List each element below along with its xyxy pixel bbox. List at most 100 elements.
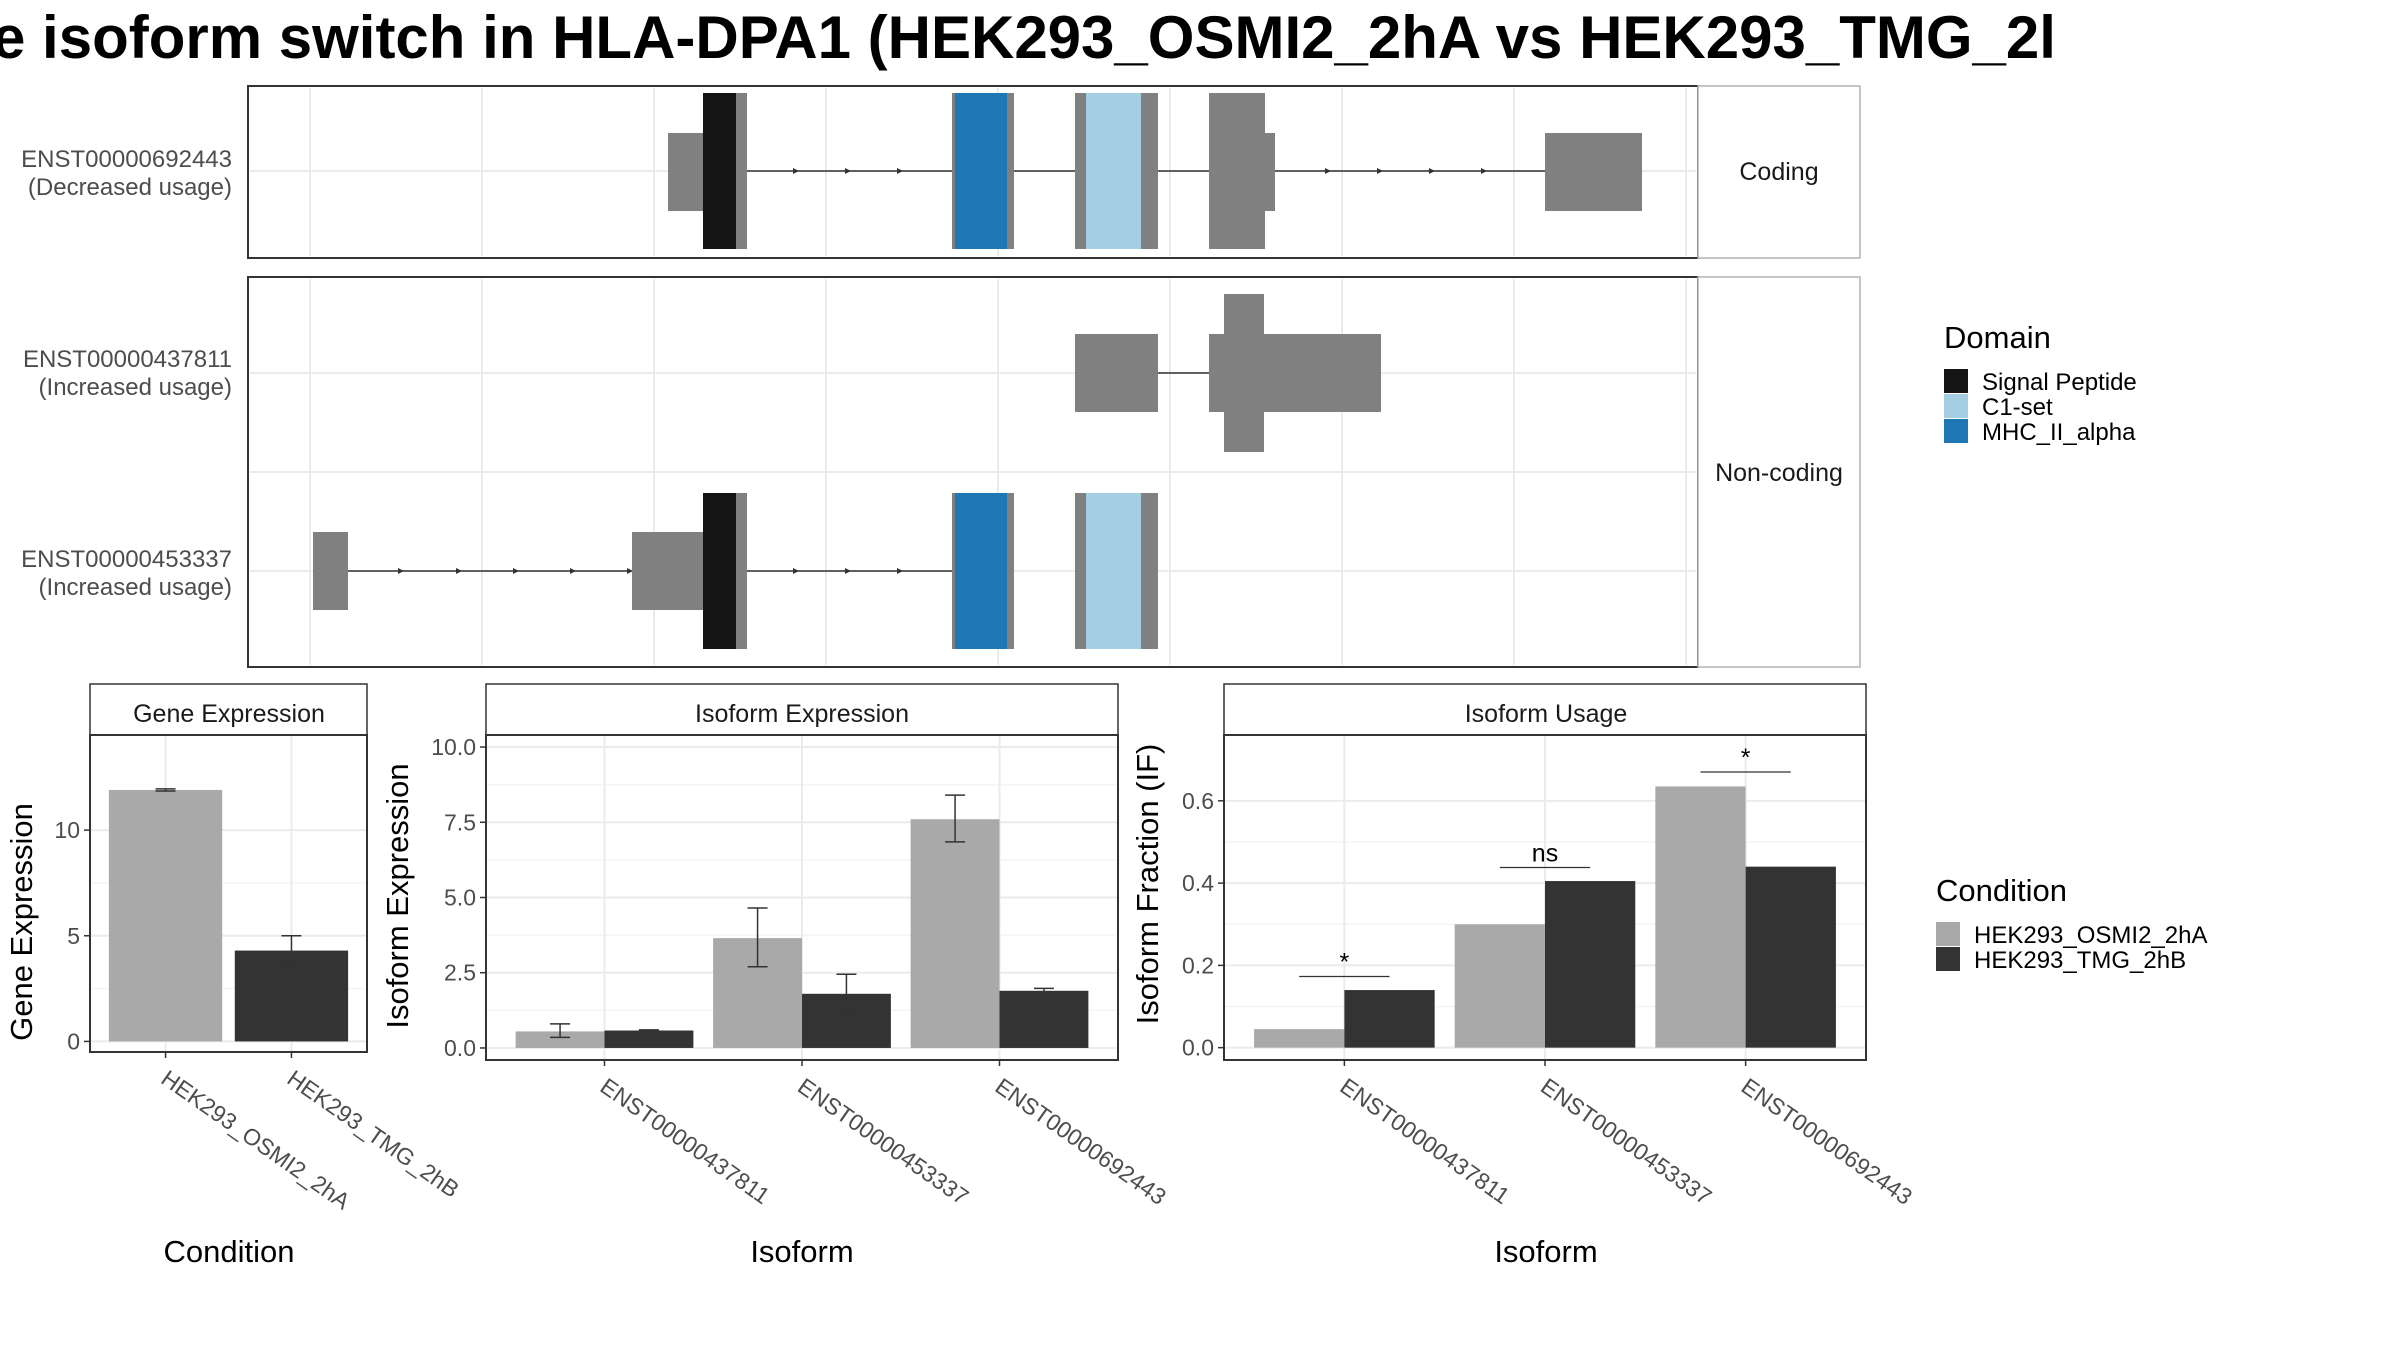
legend-label-tmg: HEK293_TMG_2hB: [1974, 947, 2186, 974]
isoform-expression-bar-0-0: [515, 1031, 605, 1048]
isoform-usage-sig-label-1: ns: [1532, 839, 1558, 867]
coding-strip-label: Coding: [1739, 158, 1818, 186]
isoform-usage-ytick-label-3: 0.6: [1182, 788, 1214, 814]
intron-arrow-453337-7: [897, 568, 903, 574]
intron-arrow-692443-5: [1429, 168, 1435, 174]
isoform-expression-y-title: Isoform Expression: [380, 763, 415, 1028]
isoform-usage-ytick-label-2: 0.4: [1182, 870, 1214, 896]
isoform-expression-strip: [485, 683, 1119, 736]
isoform-usage-bar-0-1: [1344, 990, 1435, 1048]
isoform-usage-significance: * ns *: [1299, 744, 1791, 978]
domain-c1-set-692443: [1086, 93, 1141, 249]
gene-expression-ytick-label-1: 5: [67, 923, 80, 949]
intron-arrow-453337-0: [398, 568, 404, 574]
figure-title: e isoform switch in HLA-DPA1 (HEK293_OSM…: [0, 4, 2056, 71]
gene-expression-bars: [108, 788, 349, 1042]
intron-arrow-692443-0: [793, 168, 799, 174]
gene-expression-strip-title: Gene Expression: [133, 700, 325, 728]
isoform-expression-ytick-label-4: 10.0: [431, 734, 476, 760]
tx-label-453337: ENST00000453337: [21, 546, 232, 573]
domain-signal-peptide-692443: [703, 93, 736, 249]
isoform-usage-sig-label-2: *: [1741, 744, 1751, 772]
isoform-usage-xtick-label-0: ENST00000437811: [1336, 1073, 1515, 1209]
isoform-usage-ytick-label-1: 0.2: [1182, 952, 1214, 978]
domain-legend: Domain Signal Peptide C1-set MHC_II_alph…: [1944, 320, 2137, 446]
exon-453337-1: [313, 532, 348, 610]
legend-swatch-signal-peptide: [1944, 369, 1968, 393]
noncoding-strip: [1697, 276, 1861, 668]
condition-legend: Condition HEK293_OSMI2_2hA HEK293_TMG_2h…: [1936, 873, 2207, 974]
exon-692443-5b: [1262, 133, 1275, 211]
condition-legend-title: Condition: [1936, 873, 2067, 908]
intron-arrow-692443-3: [1325, 168, 1331, 174]
isoform-expression-ytick-label-3: 7.5: [444, 809, 476, 835]
exon-692443-6: [1545, 133, 1642, 211]
intron-arrow-692443-2: [897, 168, 903, 174]
isoform-usage-strip-title: Isoform Usage: [1465, 700, 1628, 728]
exon-437811-2-core: [1224, 294, 1264, 452]
isoform-usage-strip: [1223, 683, 1867, 736]
intron-arrow-453337-3: [570, 568, 576, 574]
isoform-usage-x-title: Isoform: [1494, 1234, 1597, 1269]
gene-expression-ytick-label-0: 0: [67, 1028, 80, 1054]
legend-label-osmi2: HEK293_OSMI2_2hA: [1974, 922, 2207, 949]
intron-arrow-453337-2: [513, 568, 519, 574]
intron-arrow-453337-5: [793, 568, 799, 574]
isoform-expression-bar-2-0: [910, 819, 1000, 1048]
isoform-usage-bar-1-0: [1454, 924, 1545, 1048]
intron-arrow-453337-1: [456, 568, 462, 574]
isoform-usage-bar-1-1: [1545, 881, 1636, 1048]
coding-strip: [1697, 85, 1861, 259]
isoform-usage-panel: Isoform Isoform Fraction (IF) Isoform Us…: [1130, 683, 1917, 1269]
legend-label-mhc-ii-alpha: MHC_II_alpha: [1982, 419, 2136, 446]
legend-swatch-osmi2: [1936, 922, 1960, 946]
isoform-expression-bar-0-1: [604, 1030, 694, 1048]
isoform-usage-bar-0-0: [1254, 1029, 1345, 1048]
isoform-usage-y-title: Isoform Fraction (IF): [1130, 744, 1165, 1025]
noncoding-strip-label: Non-coding: [1715, 459, 1843, 487]
intron-arrow-453337-4: [627, 568, 633, 574]
isoform-expression-x-title: Isoform: [750, 1234, 853, 1269]
domain-signal-peptide-453337: [703, 493, 736, 649]
intron-arrow-692443-1: [845, 168, 851, 174]
domain-legend-title: Domain: [1944, 320, 2051, 355]
gene-expression-panel: Condition Gene Expression Gene Expressio…: [4, 683, 464, 1269]
legend-label-c1-set: C1-set: [1982, 394, 2053, 421]
legend-label-signal-peptide: Signal Peptide: [1982, 369, 2137, 396]
isoform-expression-xtick-label-1: ENST00000453337: [793, 1073, 973, 1210]
isoform-usage-ytick-label-0: 0.0: [1182, 1035, 1214, 1061]
domain-mhc-ii-alpha-453337: [955, 493, 1007, 649]
exon-437811-1: [1075, 334, 1158, 412]
isoform-usage-xtick-label-1: ENST00000453337: [1536, 1073, 1716, 1210]
domain-c1-set-453337: [1086, 493, 1141, 649]
exon-692443-1: [668, 133, 705, 211]
isoform-usage-bar-2-0: [1655, 786, 1746, 1048]
transcript-structure-plot: Coding Non-coding ENST00000692443 (Decre…: [21, 85, 1861, 668]
legend-swatch-c1-set: [1944, 394, 1968, 418]
tx-label-437811: ENST00000437811: [23, 346, 232, 373]
exon-453337-2: [632, 532, 705, 610]
isoform-expression-ytick-label-2: 5.0: [444, 885, 476, 911]
isoform-usage-xtick-label-2: ENST00000692443: [1737, 1073, 1917, 1210]
exon-692443-5: [1209, 93, 1265, 249]
isoform-usage-sig-label-0: *: [1340, 948, 1350, 976]
gene-expression-bar-0-0: [108, 789, 223, 1042]
intron-arrow-692443-4: [1377, 168, 1383, 174]
intron-arrow-692443-6: [1481, 168, 1487, 174]
isoform-expression-ytick-label-1: 2.5: [444, 960, 476, 986]
isoform-expression-xtick-label-2: ENST00000692443: [991, 1073, 1171, 1210]
tx-usage-437811: (Increased usage): [39, 374, 232, 401]
gene-expression-ytick-label-2: 10: [54, 817, 80, 843]
isoform-expression-bars: [515, 794, 1089, 1048]
isoform-usage-bars: [1254, 786, 1836, 1048]
isoform-expression-ytick-label-0: 0.0: [444, 1035, 476, 1061]
gene-expression-y-title: Gene Expression: [4, 803, 39, 1041]
gene-expression-x-title: Condition: [164, 1234, 295, 1269]
intron-arrow-453337-6: [845, 568, 851, 574]
legend-swatch-mhc-ii-alpha: [1944, 419, 1968, 443]
isoform-expression-panel: Isoform Isoform Expression Isoform Expre…: [380, 683, 1171, 1269]
isoform-expression-bar-2-1: [999, 990, 1089, 1048]
isoform-expression-strip-title: Isoform Expression: [695, 700, 909, 728]
domain-mhc-ii-alpha-692443: [955, 93, 1007, 249]
